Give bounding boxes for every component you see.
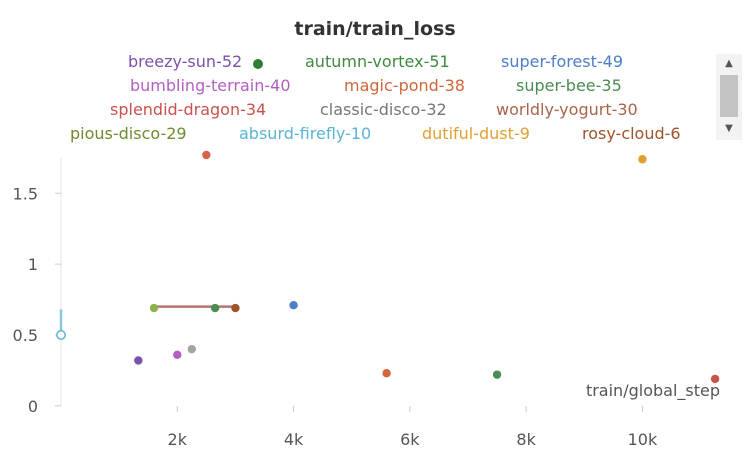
- legend-item-bumbling-terrain-40[interactable]: bumbling-terrain-40: [130, 76, 291, 95]
- data-point-super-bee-35: [492, 370, 502, 379]
- data-point-autumn-vortex-51: [210, 303, 220, 313]
- data-point-pious-disco-29: [149, 303, 159, 313]
- y-tick-label: 1: [28, 255, 38, 274]
- legend-item-splendid-dragon-34[interactable]: splendid-dragon-34: [110, 100, 267, 119]
- data-point-dutiful-dust-9: [638, 155, 647, 164]
- legend-item-super-bee-35[interactable]: super-bee-35: [516, 76, 622, 95]
- x-axis-label: train/global_step: [586, 381, 720, 401]
- data-point-classic-disco-32: [187, 344, 197, 354]
- legend-item-autumn-vortex-51[interactable]: autumn-vortex-51: [305, 52, 450, 71]
- data-point-absurd-firefly-10: [56, 330, 66, 340]
- y-tick-label: 0: [28, 397, 38, 416]
- data-point-magic-pond-38: [382, 369, 391, 378]
- x-tick-label: 4k: [284, 430, 304, 449]
- data-point-rosy-cloud-6: [231, 303, 240, 313]
- x-tick-label: 2k: [168, 430, 188, 449]
- data-point-breezy-sun-52: [134, 356, 143, 365]
- legend-item-classic-disco-32[interactable]: classic-disco-32: [320, 100, 447, 119]
- legend-scroll-thumb[interactable]: [720, 75, 738, 117]
- chart-title: train/train_loss: [294, 18, 456, 40]
- scroll-up-arrow-icon[interactable]: ▲: [725, 58, 733, 69]
- scroll-down-arrow-icon[interactable]: ▼: [725, 123, 733, 134]
- y-tick-label: 1.5: [13, 184, 38, 203]
- data-point-splendid-dragon-34: [710, 374, 720, 384]
- legend-item-dutiful-dust-9[interactable]: dutiful-dust-9: [422, 124, 530, 143]
- legend-item-absurd-firefly-10[interactable]: absurd-firefly-10: [239, 124, 372, 143]
- y-tick-label: 0.5: [13, 326, 38, 345]
- data-point-bumbling-terrain-40: [173, 350, 182, 360]
- data-point-super-forest-49: [289, 301, 298, 310]
- legend-item-worldly-yogurt-30[interactable]: worldly-yogurt-30: [496, 100, 638, 119]
- legend-item-pious-disco-29[interactable]: pious-disco-29: [70, 124, 187, 143]
- legend-item-magic-pond-38[interactable]: magic-pond-38: [344, 76, 465, 95]
- x-tick-label: 8k: [516, 430, 536, 449]
- legend-item-rosy-cloud-6[interactable]: rosy-cloud-6: [582, 124, 681, 143]
- data-point-splendid-dragon-34: [202, 150, 211, 160]
- legend-item-super-forest-49[interactable]: super-forest-49: [501, 52, 624, 71]
- legend-marker-dot: [253, 59, 263, 69]
- x-tick-label: 10k: [628, 430, 658, 449]
- x-tick-label: 6k: [400, 430, 420, 449]
- legend-scrollbar[interactable]: ▲ ▼: [716, 54, 742, 140]
- legend-item-breezy-sun-52[interactable]: breezy-sun-52: [128, 52, 243, 71]
